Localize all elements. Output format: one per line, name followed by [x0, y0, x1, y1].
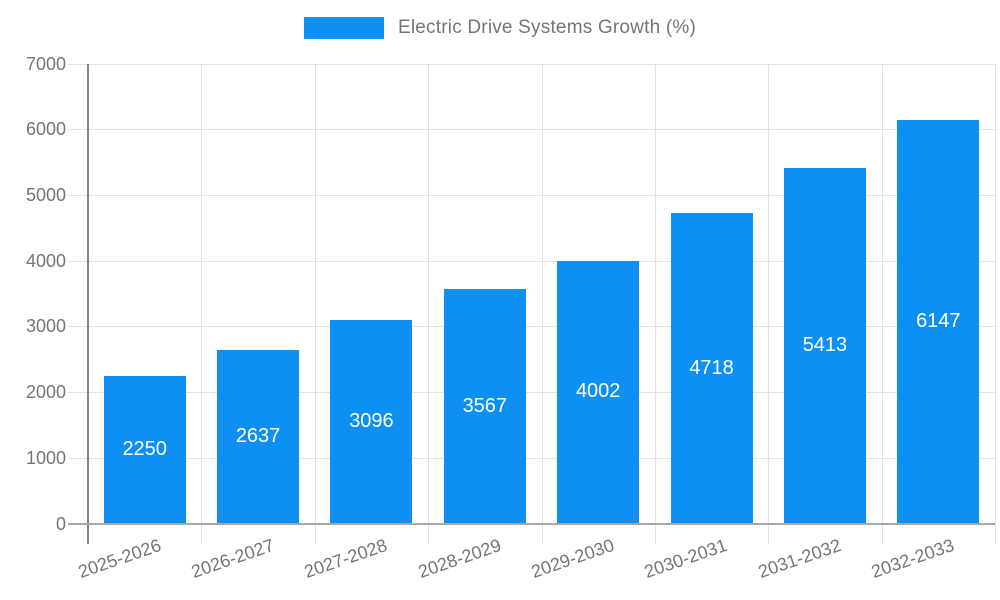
y-gridline	[68, 129, 995, 131]
legend-swatch-icon	[304, 17, 384, 39]
bar-value-label: 5413	[802, 334, 848, 357]
bar[interactable]: 4002	[557, 260, 640, 524]
y-gridline	[68, 392, 995, 394]
legend-label: Electric Drive Systems Growth (%)	[398, 17, 696, 38]
y-gridline	[68, 194, 995, 196]
y-axis-tick-label: 7000	[25, 53, 66, 74]
x-gridline	[428, 63, 430, 544]
bar[interactable]: 2250	[103, 375, 186, 524]
y-axis-tick-label: 4000	[25, 250, 66, 271]
y-axis-line	[87, 63, 89, 544]
bar[interactable]: 2637	[217, 350, 300, 524]
y-axis-tick-label: 6000	[25, 119, 66, 140]
x-gridline	[768, 63, 770, 544]
legend[interactable]: Electric Drive Systems Growth (%)	[0, 17, 1000, 39]
x-gridline	[541, 63, 543, 544]
x-gridline	[995, 63, 996, 544]
bar[interactable]: 4718	[670, 213, 753, 524]
x-axis-line	[68, 522, 995, 525]
bar-value-label: 3096	[349, 410, 394, 433]
y-axis-tick-label: 1000	[25, 447, 66, 468]
x-gridline	[881, 63, 883, 544]
bar[interactable]: 5413	[783, 167, 866, 524]
y-axis-tick-label: 2000	[25, 382, 66, 403]
bar-value-label: 2250	[122, 438, 167, 461]
x-gridline	[201, 63, 203, 544]
bar[interactable]: 3567	[443, 289, 526, 524]
y-gridline	[68, 326, 995, 328]
bar-value-label: 6147	[916, 310, 961, 333]
y-axis-tick-label: 3000	[25, 316, 66, 337]
x-gridline	[654, 63, 656, 544]
bar-value-label: 4718	[689, 356, 734, 379]
y-gridline	[68, 63, 995, 65]
bar[interactable]: 6147	[897, 119, 980, 524]
y-axis-tick-label: 5000	[25, 184, 66, 205]
bar-value-label: 3567	[462, 394, 508, 417]
y-gridline	[68, 457, 995, 459]
y-gridline	[68, 260, 995, 262]
bar[interactable]: 3096	[330, 320, 413, 524]
bar-value-label: 4002	[575, 380, 621, 403]
x-gridline	[314, 63, 316, 544]
bar-value-label: 2637	[235, 425, 281, 448]
y-axis-tick-label: 0	[55, 513, 66, 534]
